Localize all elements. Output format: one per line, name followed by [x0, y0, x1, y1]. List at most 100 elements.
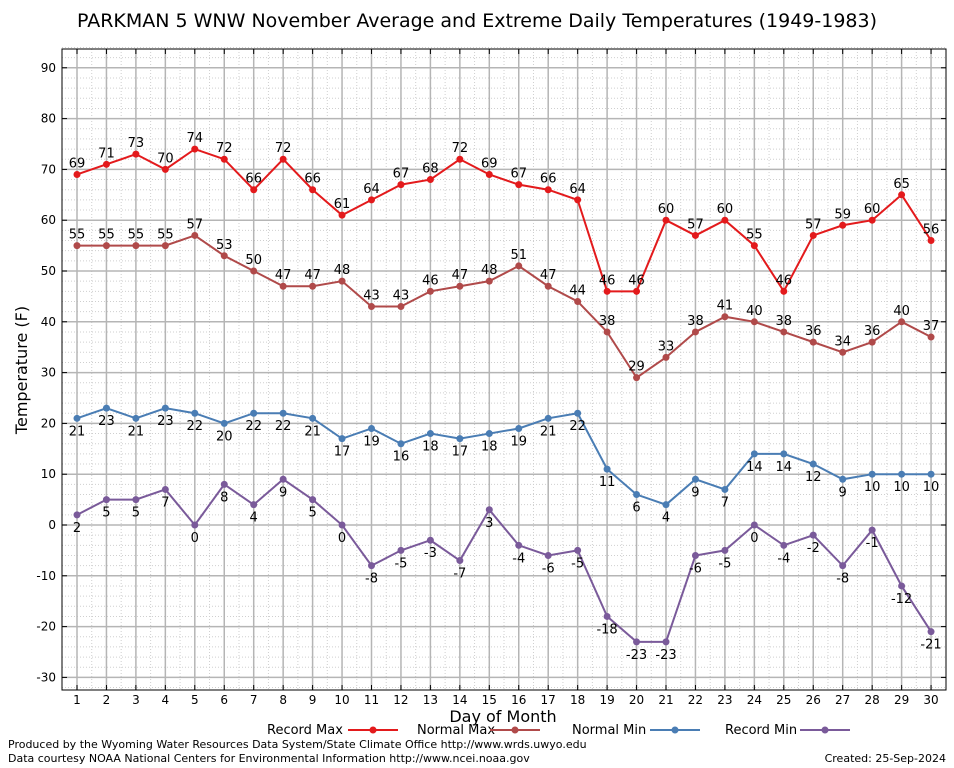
- normal-max-data-label: 46: [422, 273, 439, 288]
- normal-max-data-label: 40: [746, 304, 763, 319]
- normal-max-point: [220, 252, 228, 260]
- normal-min-line: [76, 407, 932, 506]
- record-min-data-label: 4: [250, 511, 258, 526]
- record-max-line: [76, 147, 932, 294]
- legend-label: Record Min: [725, 723, 797, 738]
- y-tick-label: 10: [41, 467, 56, 481]
- normal-min-point: [73, 414, 81, 422]
- record-max-data-label: 74: [187, 131, 204, 146]
- record-min-point: [73, 511, 81, 519]
- normal-max-point: [809, 338, 817, 346]
- normal-min-point: [809, 460, 817, 468]
- normal-max-point: [73, 242, 81, 250]
- normal-min-point: [102, 404, 110, 412]
- record-max-point: [485, 170, 493, 178]
- record-min-data-label: -6: [689, 561, 702, 576]
- record-max-point: [279, 155, 287, 163]
- normal-min-point: [485, 430, 493, 438]
- record-max-point: [456, 155, 464, 163]
- footer-created: Created: 25-Sep-2024: [825, 752, 946, 765]
- x-tick-label: 3: [132, 693, 140, 707]
- normal-max-data-label: 48: [334, 263, 351, 278]
- normal-max-data-label: 55: [128, 228, 145, 243]
- record-max-point: [309, 186, 317, 194]
- normal-max-point: [102, 242, 110, 250]
- normal-min-point: [839, 475, 847, 483]
- record-min-line: [76, 478, 932, 643]
- record-max-point: [927, 237, 935, 245]
- record-max-point: [73, 170, 81, 178]
- y-tick-label: -30: [36, 670, 56, 684]
- normal-max-data-label: 50: [245, 253, 262, 268]
- x-tick-label: 29: [894, 693, 909, 707]
- record-min-point: [279, 475, 287, 483]
- record-min-data-label: -3: [424, 546, 437, 561]
- normal-max-data-label: 47: [275, 268, 292, 283]
- record-max-data-label: 46: [628, 273, 645, 288]
- record-min-point: [839, 562, 847, 570]
- legend-item-record-min: Record Min: [725, 723, 850, 738]
- record-max-data-label: 60: [658, 202, 675, 217]
- normal-min-data-label: 10: [923, 480, 940, 495]
- record-max-data-label: 60: [864, 202, 881, 217]
- record-min-data-label: 8: [220, 490, 228, 505]
- x-tick-label: 23: [717, 693, 732, 707]
- normal-max-point: [868, 338, 876, 346]
- x-tick-label: 6: [220, 693, 228, 707]
- record-min-point: [456, 557, 464, 565]
- record-min-point: [662, 638, 670, 646]
- normal-max-point: [633, 374, 641, 382]
- normal-max-data-label: 51: [510, 248, 527, 263]
- record-max-data-label: 70: [157, 151, 174, 166]
- normal-max-data-label: 53: [216, 238, 233, 253]
- x-tick-label: 26: [806, 693, 821, 707]
- normal-min-data-label: 12: [805, 470, 822, 485]
- record-min-point: [544, 551, 552, 559]
- normal-min-data-label: 19: [510, 434, 527, 449]
- normal-min-data-label: 11: [599, 475, 616, 490]
- record-max-data-label: 72: [452, 141, 469, 156]
- record-max-data-label: 46: [599, 273, 616, 288]
- legend: Record Max Normal Max Normal Min Record Min: [267, 723, 850, 738]
- normal-max-point: [544, 282, 552, 290]
- normal-min-point: [368, 424, 375, 432]
- record-max-data-label: 66: [540, 172, 557, 187]
- record-min-data-label: -23: [655, 648, 676, 663]
- record-max-data-label: 67: [510, 167, 527, 182]
- normal-max-data-label: 29: [628, 360, 645, 375]
- normal-max-line: [77, 234, 932, 380]
- record-max-point: [368, 196, 375, 204]
- normal-min-point: [898, 470, 906, 478]
- series-record-max: 69 71 73 70 74 72 66 72 66 61 64 67 68 72 69 67 66 64 46 46…: [69, 131, 939, 295]
- normal-min-data-label: 4: [662, 511, 670, 526]
- normal-min-point: [426, 430, 434, 438]
- series-normal-max: 55 55 55 55 57 53 50 47 47 48 43 43 46 47 48 51 47 44 38 29…: [69, 217, 939, 382]
- normal-max-point: [839, 348, 847, 356]
- normal-max-point: [338, 277, 346, 285]
- normal-max-point: [250, 267, 258, 275]
- record-min-point: [220, 480, 228, 488]
- record-max-data-label: 61: [334, 197, 351, 212]
- record-min-point: [750, 521, 758, 529]
- normal-min-data-label: 17: [452, 445, 469, 460]
- x-tick-label: 13: [423, 693, 438, 707]
- record-min-data-label: -1: [866, 536, 879, 551]
- normal-min-point: [515, 424, 523, 432]
- x-tick-label: 21: [658, 693, 673, 707]
- x-tick-label: 25: [776, 693, 791, 707]
- record-min-data-label: 5: [308, 506, 316, 521]
- record-min-point: [691, 551, 699, 559]
- normal-max-data-label: 47: [540, 268, 557, 283]
- y-tick-label: -10: [36, 569, 56, 583]
- x-tick-label: 16: [511, 693, 526, 707]
- normal-max-point: [309, 282, 317, 290]
- record-min-data-label: 9: [279, 485, 287, 500]
- normal-min-data-label: 20: [216, 429, 233, 444]
- normal-max-point: [691, 328, 699, 336]
- normal-max-point: [721, 313, 729, 321]
- record-min-point: [721, 546, 729, 554]
- record-min-data-label: -4: [512, 551, 525, 566]
- normal-max-point: [750, 318, 758, 326]
- record-max-point: [691, 231, 699, 239]
- record-max-data-label: 64: [363, 182, 380, 197]
